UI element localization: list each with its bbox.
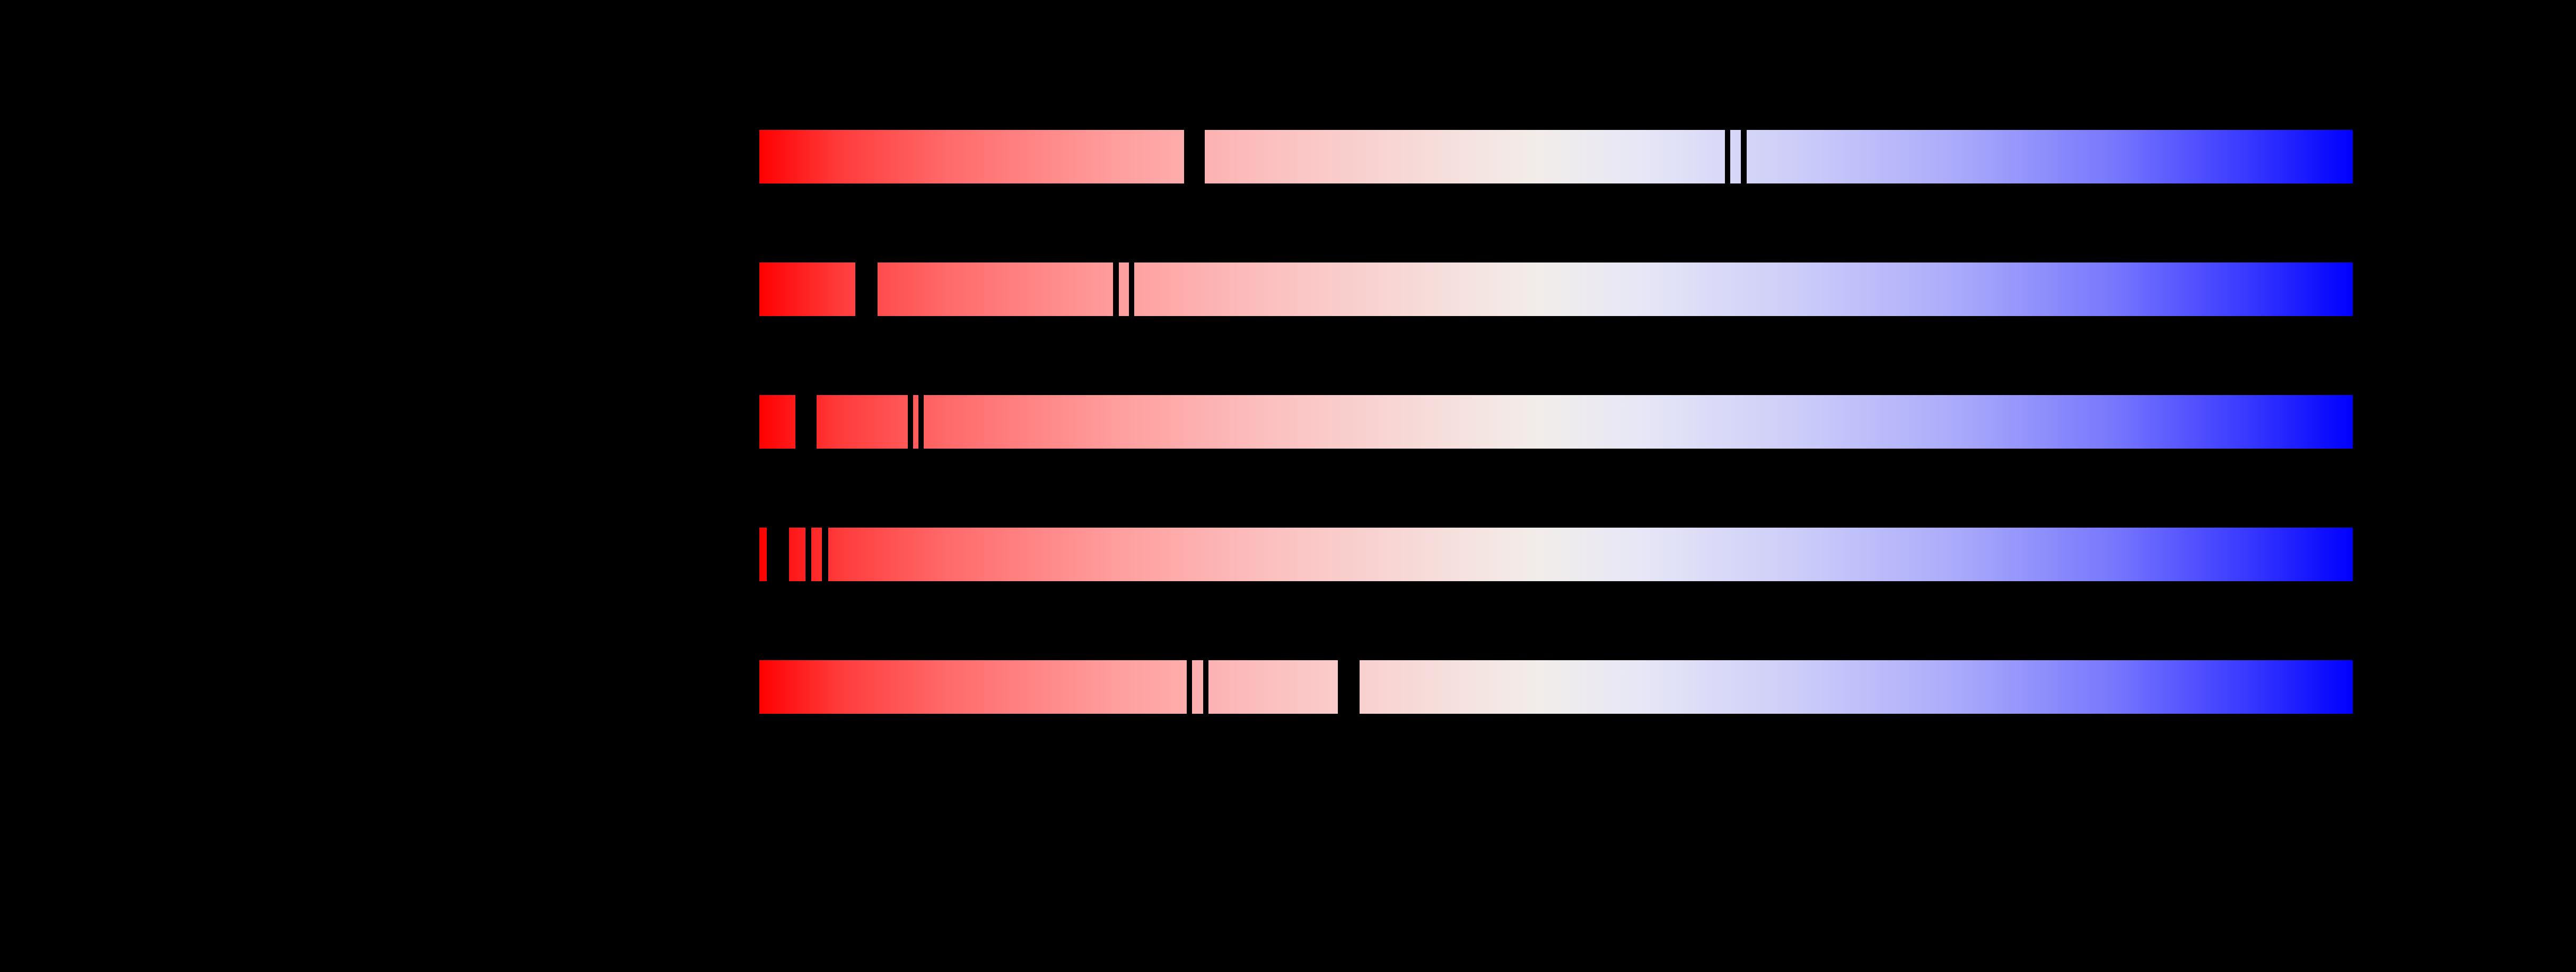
- tick-marker-narrow: [908, 395, 913, 449]
- tick-marker-wide: [1338, 660, 1360, 714]
- tick-marker-wide: [855, 262, 878, 316]
- tick-marker-wide: [767, 528, 789, 581]
- tick-marker-narrow: [1113, 262, 1119, 316]
- gradient-bar: [759, 660, 2353, 714]
- tick-marker-narrow: [1203, 660, 1208, 714]
- tick-marker-narrow: [822, 528, 828, 581]
- gradient-bar: [759, 130, 2353, 183]
- tick-marker-narrow: [1187, 660, 1192, 714]
- tick-marker-narrow: [1129, 262, 1134, 316]
- gradient-bar: [759, 528, 2353, 581]
- tick-marker-narrow: [805, 528, 811, 581]
- gradient-bar: [759, 262, 2353, 316]
- tick-marker-narrow: [918, 395, 924, 449]
- tick-marker-wide: [1184, 130, 1205, 183]
- tick-marker-wide: [795, 395, 817, 449]
- tick-marker-narrow: [1741, 130, 1747, 183]
- tick-marker-narrow: [1725, 130, 1730, 183]
- gradient-bar: [759, 395, 2353, 449]
